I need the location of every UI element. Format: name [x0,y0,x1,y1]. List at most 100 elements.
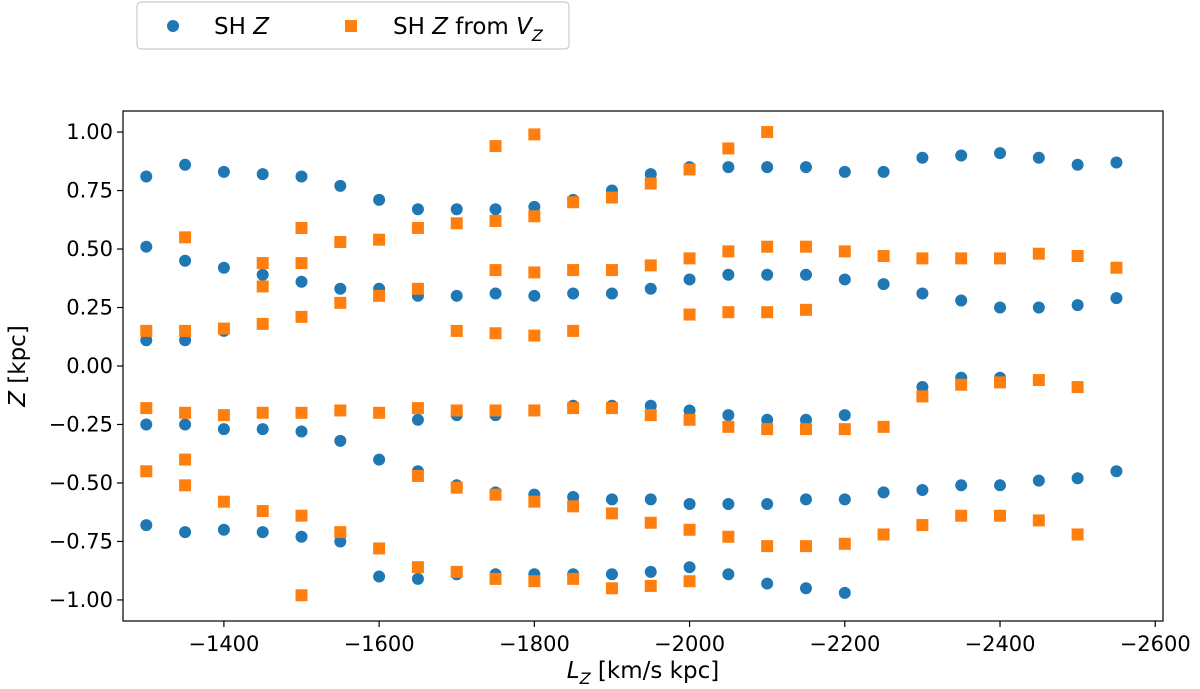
legend-label-sh-z-italic: Z [252,14,270,40]
legend-label-vz-italic2: V [516,14,534,40]
sh-z-point [1110,292,1123,305]
sh-z-point [295,425,308,438]
sh-z-from-vz-point [334,236,347,249]
sh-z-point [528,289,541,302]
sh-z-from-vz-point [567,196,580,209]
sh-z-from-vz-point [567,264,580,277]
sh-z-point [644,565,657,578]
sh-z-point [683,498,696,511]
sh-z-from-vz-point [528,266,541,279]
sh-z-from-vz-point [528,495,541,508]
legend-label-vz-italic: Z [431,14,449,40]
sh-z-from-vz-point [373,289,386,302]
x-axis-label-rest: [km/s kpc] [591,658,720,684]
sh-z-from-vz-point [994,252,1007,265]
sh-z-from-vz-point [644,259,657,272]
sh-z-from-vz-point [179,231,192,244]
sh-z-from-vz-point [256,317,269,330]
sh-z-from-vz-point [217,322,230,335]
sh-z-from-vz-point [799,240,812,253]
sh-z-from-vz-point [722,420,735,433]
sh-z-point [838,493,851,506]
sh-z-from-vz-point [877,420,890,433]
sh-z-from-vz-point [955,509,968,522]
sh-z-point [567,287,580,300]
sh-z-point [489,287,502,300]
sh-z-from-vz-point [955,378,968,391]
sh-z-from-vz-point [411,561,424,574]
sh-z-from-vz-point [605,402,618,415]
sh-z-from-vz-point [179,479,192,492]
y-axis-ticks: 1.00 0.75 0.50 0.25 0.00 −0.25 −0.50 −0.75 −1.00 [49,120,123,612]
sh-z-from-vz-point [877,528,890,541]
x-axis-label: LZ [km/s kpc] [567,658,719,688]
y-tick-label: 1.00 [66,120,113,144]
sh-z-from-vz-point [683,413,696,426]
sh-z-point [877,278,890,291]
sh-z-point [644,168,657,181]
sh-z-point [334,179,347,192]
sh-z-from-vz-point [644,579,657,592]
sh-z-point [179,526,192,539]
sh-z-from-vz-point [373,542,386,555]
sh-z-point [644,399,657,412]
sh-z-point [179,418,192,431]
sh-z-from-vz-point [994,509,1007,522]
sh-z-point [1032,151,1045,164]
sh-z-from-vz-point [567,500,580,513]
sh-z-point [722,568,735,581]
sh-z-from-vz-point [605,582,618,595]
sh-z-point [761,268,774,281]
y-tick-label: 0.25 [66,296,113,320]
sh-z-from-vz-point [256,257,269,270]
sh-z-from-vz-point [489,572,502,585]
sh-z-point [761,577,774,590]
y-tick-label: −0.50 [49,471,113,495]
sh-z-from-vz-point [916,390,929,403]
x-axis-label-sub: Z [579,669,592,688]
sh-z-point [411,203,424,216]
sh-z-point [644,493,657,506]
sh-z-from-vz-point [489,214,502,227]
sh-z-point [256,168,269,181]
sh-z-from-vz-point [295,257,308,270]
sh-z-point [799,493,812,506]
series-sh-z-from-vz [140,126,1123,602]
sh-z-point [644,282,657,295]
legend-label-sh-z-from-vz: SH Z from VZ [393,14,544,45]
sh-z-from-vz-point [528,128,541,141]
sh-z-from-vz-point [489,488,502,501]
sh-z-from-vz-point [489,264,502,277]
sh-z-point [489,203,502,216]
sh-z-from-vz-point [217,495,230,508]
sh-z-from-vz-point [916,252,929,265]
sh-z-from-vz-point [761,126,774,139]
legend-marker-sh-z-from-vz [345,20,357,32]
y-tick-label: 0.00 [66,354,113,378]
sh-z-point [916,483,929,496]
sh-z-from-vz-point [1032,374,1045,387]
sh-z-from-vz-point [411,221,424,234]
sh-z-point [838,165,851,178]
sh-z-point [373,193,386,206]
sh-z-point [256,526,269,539]
sh-z-point [761,498,774,511]
sh-z-point [761,161,774,174]
sh-z-from-vz-point [411,469,424,482]
sh-z-from-vz-point [295,221,308,234]
sh-z-from-vz-point [567,572,580,585]
sh-z-from-vz-point [916,519,929,532]
x-tick-label: −2600 [1120,632,1191,656]
sh-z-point [179,254,192,267]
sh-z-point [683,404,696,417]
sh-z-point [683,561,696,574]
sh-z-point [799,268,812,281]
sh-z-from-vz-point [411,402,424,415]
sh-z-point [256,423,269,436]
sh-z-from-vz-point [605,507,618,520]
y-tick-label: −0.75 [49,529,113,553]
sh-z-from-vz-point [761,306,774,319]
sh-z-point [916,381,929,394]
sh-z-from-vz-point [295,509,308,522]
